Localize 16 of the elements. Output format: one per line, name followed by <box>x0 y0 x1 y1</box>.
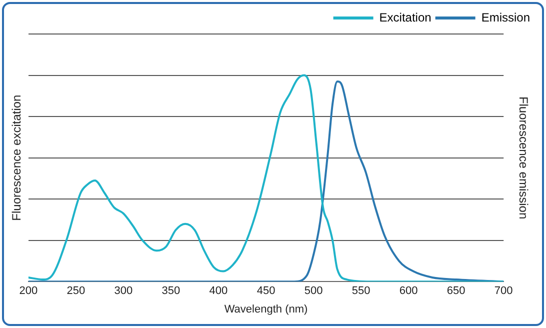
y-axis-title: Fluorescence excitation <box>10 94 24 221</box>
x-tick-label: 200 <box>19 285 38 298</box>
y2-axis-title: Fluorescence emission <box>516 96 530 220</box>
x-tick-label: 450 <box>256 285 276 298</box>
x-tick-label: 600 <box>399 285 418 298</box>
x-tick-label: 300 <box>114 285 133 298</box>
x-axis-title: Wavelength (nm) <box>224 303 308 316</box>
x-tick-label: 700 <box>494 285 513 298</box>
x-tick-label: 250 <box>66 285 86 298</box>
x-tick-label: 650 <box>446 285 466 298</box>
x-tick-label: 550 <box>352 285 370 298</box>
x-tick-label: 350 <box>162 285 180 298</box>
x-tick-label: 400 <box>209 285 228 298</box>
legend-label: Excitation <box>379 10 432 24</box>
x-tick-label: 500 <box>304 285 323 298</box>
legend-label: Emission <box>481 10 530 24</box>
